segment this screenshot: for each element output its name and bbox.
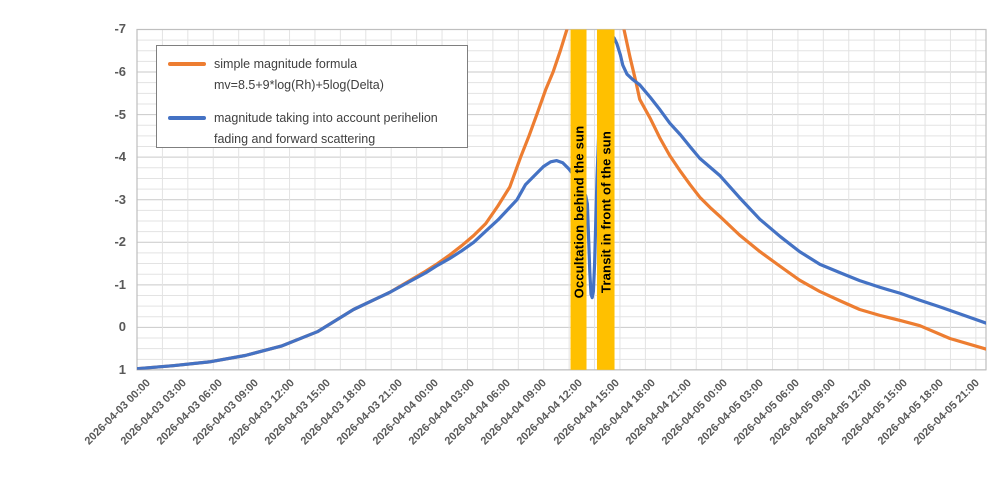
legend-corrected-line1: magnitude taking into account perihelion [214,111,438,125]
y-axis-label: 0 [118,319,126,335]
plot-border [136,28,987,371]
legend-entry-simple-formula-text: simple magnitude formula mv=8.5+9*log(Rh… [214,54,384,96]
legend-entry-corrected-magnitude-text: magnitude taking into account perihelion… [214,108,438,150]
y-axis-label: -3 [114,191,126,207]
y-axis-label: -6 [114,64,126,80]
y-axis-label: 1 [118,361,126,377]
legend-simple-line1: simple magnitude formula [214,57,358,71]
y-axis-label: -5 [114,106,126,122]
occultation-band [570,29,587,370]
y-axis-label: -2 [114,234,126,250]
occultation-band-label: Occultation behind the sun [571,125,587,299]
legend-corrected-line2: fading and forward scattering [214,132,376,146]
event-bands [570,29,615,370]
y-axis-label: -7 [114,21,126,37]
y-axis-label: -4 [114,149,126,165]
legend-entry-simple-formula: simple magnitude formula mv=8.5+9*log(Rh… [168,54,467,96]
y-axis-label: -1 [114,276,126,292]
orange-line-swatch [168,62,206,66]
legend-simple-line2: mv=8.5+9*log(Rh)+5log(Delta) [214,78,384,92]
blue-line-swatch [168,116,206,120]
transit-band [596,29,615,370]
legend: simple magnitude formula mv=8.5+9*log(Rh… [156,45,468,148]
corrected-magnitude-curve [137,36,986,370]
series-curves [137,29,986,370]
transit-band-label: Transit in front of the sun [598,130,614,294]
legend-entry-corrected-magnitude: magnitude taking into account perihelion… [168,108,467,150]
